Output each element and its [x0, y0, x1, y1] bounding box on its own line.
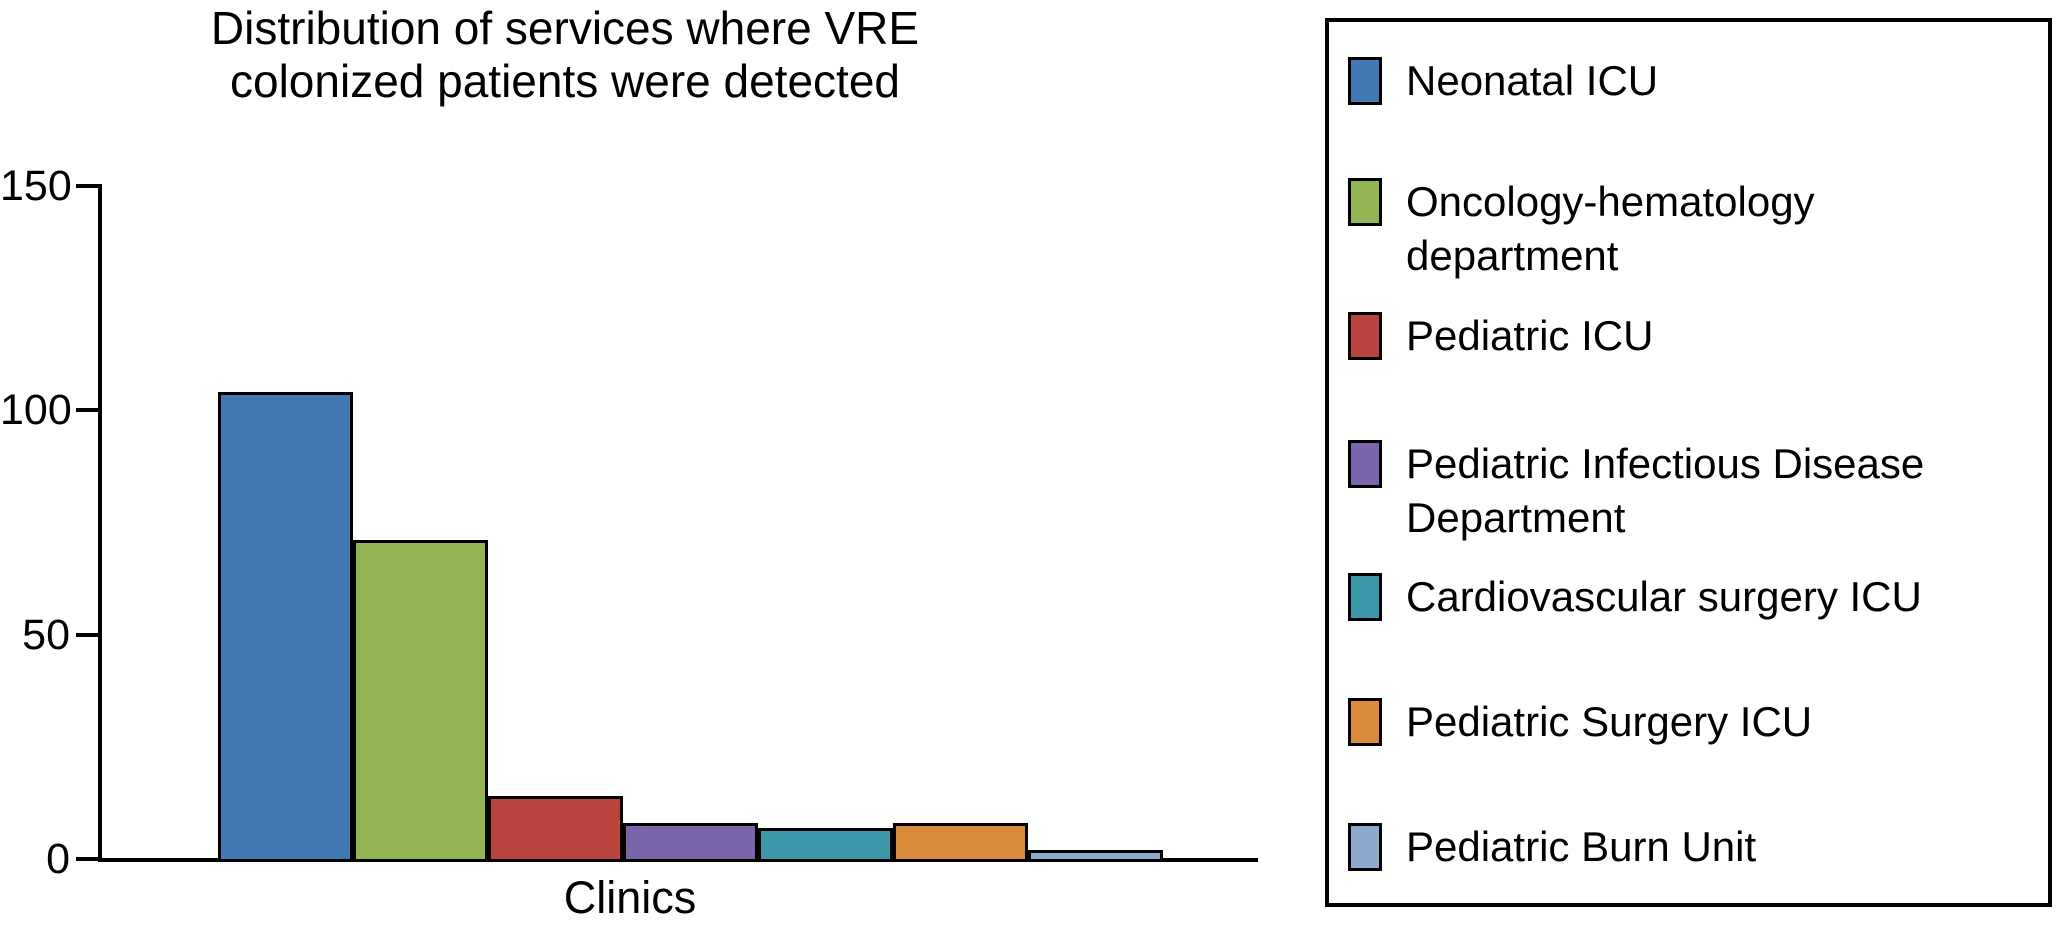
pediatric-infectious-disease-swatch	[1348, 440, 1382, 488]
cardiovascular-surgery-icu-swatch	[1348, 573, 1382, 621]
y-tick-label-150: 150	[0, 162, 72, 210]
y-tick-label-0: 0	[46, 835, 70, 883]
pediatric-surgery-icu-swatch	[1348, 698, 1382, 746]
y-tick-mark-0	[76, 857, 100, 861]
bar-pediatric-icu	[488, 796, 623, 862]
legend-label: Pediatric Infectious Disease Department	[1406, 440, 1925, 541]
legend-label: Oncology-hematology department	[1406, 178, 1815, 279]
bar-pediatric-surgery-icu	[893, 823, 1028, 862]
y-tick-mark-50	[76, 633, 100, 637]
legend-item-oncology-hematology: Oncology-hematology department	[1348, 178, 2026, 283]
legend-item-pediatric-icu: Pediatric ICU	[1348, 312, 1653, 363]
legend-item-cardiovascular-surgery-icu: Cardiovascular surgery ICU	[1348, 573, 1922, 624]
pediatric-icu-swatch	[1348, 312, 1382, 360]
bar-neonatal-icu	[218, 392, 353, 862]
legend: Neonatal ICU Oncology-hematology departm…	[1325, 18, 2052, 907]
legend-item-pediatric-infectious-disease: Pediatric Infectious Disease Department	[1348, 440, 2026, 545]
legend-item-pediatric-burn-unit: Pediatric Burn Unit	[1348, 823, 1756, 874]
neonatal-icu-swatch	[1348, 57, 1382, 105]
bar-pediatric-burn-unit	[1028, 850, 1163, 862]
oncology-hematology-swatch	[1348, 178, 1382, 226]
legend-label: Pediatric Surgery ICU	[1406, 698, 1813, 745]
chart-title: Distribution of services where VRE colon…	[210, 2, 920, 107]
legend-item-neonatal-icu: Neonatal ICU	[1348, 57, 1658, 108]
y-axis-line	[98, 184, 102, 862]
bar-oncology-hematology	[353, 540, 488, 862]
x-axis-title: Clinics	[563, 872, 697, 923]
legend-label: Neonatal ICU	[1406, 57, 1659, 104]
y-tick-label-50: 50	[22, 611, 70, 659]
y-tick-mark-100	[76, 408, 100, 412]
y-tick-mark-150	[76, 184, 100, 188]
y-tick-label-100: 100	[0, 386, 72, 434]
bar-pediatric-infectious-disease	[623, 823, 758, 862]
bar-cardiovascular-surgery-icu	[758, 828, 893, 862]
legend-label: Pediatric Burn Unit	[1406, 823, 1757, 870]
legend-item-pediatric-surgery-icu: Pediatric Surgery ICU	[1348, 698, 1812, 749]
legend-label: Pediatric ICU	[1406, 312, 1654, 359]
pediatric-burn-unit-swatch	[1348, 823, 1382, 871]
legend-label: Cardiovascular surgery ICU	[1406, 573, 1922, 620]
